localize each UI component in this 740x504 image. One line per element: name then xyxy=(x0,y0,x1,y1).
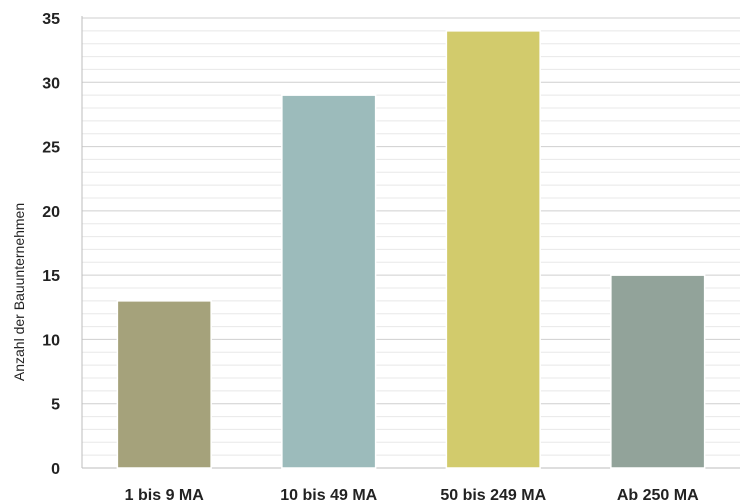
x-category-label: 1 bis 9 MA xyxy=(125,487,205,504)
y-tick-label: 15 xyxy=(42,268,60,285)
bar-2 xyxy=(281,94,377,469)
x-category-label: Ab 250 MA xyxy=(617,487,699,504)
bar-4 xyxy=(610,274,706,469)
bar-3 xyxy=(445,30,541,469)
y-tick-label: 30 xyxy=(42,75,60,92)
bar-1 xyxy=(116,300,212,469)
y-tick-label: 35 xyxy=(42,11,60,28)
y-axis-title: Anzahl der Bauunternehmen xyxy=(11,203,27,381)
label-layer: 0 5 10 15 20 25 30 35 1 bis 9 MA 10 bis 49 MA 50 b… xyxy=(42,11,699,504)
y-tick-label: 5 xyxy=(51,397,60,414)
y-tick-label: 0 xyxy=(51,461,60,478)
y-tick-label: 25 xyxy=(42,140,60,157)
x-category-label: 50 bis 249 MA xyxy=(440,487,546,504)
bar-layer xyxy=(116,30,706,469)
y-tick-label: 20 xyxy=(42,204,60,221)
x-category-label: 10 bis 49 MA xyxy=(280,487,377,504)
y-tick-label: 10 xyxy=(42,332,60,349)
